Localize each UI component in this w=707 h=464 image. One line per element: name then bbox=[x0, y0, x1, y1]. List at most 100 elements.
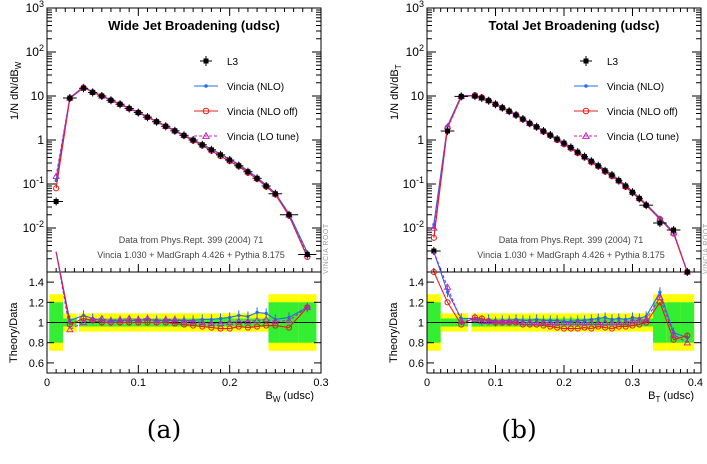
ratio-point bbox=[458, 321, 465, 328]
data-point bbox=[547, 132, 553, 138]
ratio-point bbox=[430, 268, 437, 276]
chart-title: Total Jet Broadening (udsc) bbox=[489, 18, 660, 33]
data-point bbox=[458, 93, 464, 99]
ratio-point bbox=[134, 315, 143, 323]
data-point bbox=[623, 183, 629, 189]
data-points bbox=[427, 92, 695, 276]
data-point bbox=[636, 195, 642, 201]
data-point bbox=[135, 110, 141, 116]
x-tick-label: 0.3 bbox=[313, 377, 328, 389]
ratio-point bbox=[190, 322, 197, 329]
legend-marker bbox=[582, 107, 590, 115]
caption-a: (a) bbox=[146, 415, 182, 444]
note-line: Vincia 1.030 + MadGraph 4.426 + Pythia 8… bbox=[97, 250, 284, 260]
series-point bbox=[52, 172, 60, 179]
ratio-point bbox=[539, 318, 548, 326]
ratio-point bbox=[683, 338, 692, 346]
ratio-point bbox=[189, 317, 197, 325]
ratio-tick-label: 1.4 bbox=[409, 277, 424, 289]
ratio-point bbox=[573, 318, 582, 326]
y-tick-label: 10 bbox=[411, 89, 425, 103]
ratio-point bbox=[126, 319, 133, 326]
data-point bbox=[163, 123, 169, 129]
x-tick-label: 0.2 bbox=[556, 377, 571, 389]
x-axis-title: BT (udsc) bbox=[648, 390, 694, 404]
ratio-point bbox=[180, 316, 188, 324]
ratio-point bbox=[684, 332, 691, 339]
ratio-tick-label: 0.8 bbox=[29, 338, 44, 350]
side-watermark: VINCIA ROOT bbox=[703, 223, 707, 274]
ratio-tick-label: 1 bbox=[418, 318, 424, 330]
ratio-point bbox=[303, 303, 312, 310]
ratio-point bbox=[107, 316, 115, 324]
data-point bbox=[108, 97, 114, 103]
y-tick-label: 10-1 bbox=[403, 175, 424, 191]
data-points bbox=[49, 84, 317, 259]
note-line: Data from Phys.Rept. 399 (2004) 71 bbox=[119, 235, 264, 245]
x-tick-label: 0.3 bbox=[625, 377, 640, 389]
y-tick-label: 103 bbox=[26, 0, 44, 15]
series-line bbox=[433, 95, 688, 273]
ratio-point bbox=[608, 325, 616, 332]
y-tick-label: 10-2 bbox=[23, 219, 44, 235]
ratio-point bbox=[98, 314, 106, 322]
data-point bbox=[534, 124, 540, 130]
data-point bbox=[527, 120, 533, 126]
ratio-point bbox=[560, 318, 568, 326]
ratio-point bbox=[628, 316, 637, 324]
ratio-point bbox=[225, 318, 234, 326]
legend-marker bbox=[203, 58, 209, 64]
y-tick-label: 102 bbox=[406, 43, 424, 59]
legend: L3 Vincia (NLO) Vincia (NLO off) Vincia (LO… bbox=[194, 56, 299, 143]
data-point bbox=[684, 269, 690, 275]
y-axis-title: 1/N dN/dBT bbox=[389, 64, 403, 120]
ratio-tick-label: 1 bbox=[38, 318, 44, 330]
data-point bbox=[630, 189, 635, 195]
y-tick-label: 10-1 bbox=[23, 175, 44, 191]
data-point bbox=[671, 227, 677, 233]
ratio-point bbox=[199, 323, 206, 330]
ratio-tick-label: 0.6 bbox=[409, 358, 424, 370]
ratio-point bbox=[253, 323, 261, 330]
data-point bbox=[117, 101, 123, 107]
ratio-point bbox=[285, 324, 293, 331]
data-point bbox=[286, 212, 292, 218]
note-line: Vincia 1.030 + MadGraph 4.426 + Pythia 8… bbox=[477, 250, 664, 260]
data-point bbox=[472, 93, 478, 99]
data-point bbox=[254, 175, 260, 181]
y-axis-title: 1/N dN/dBW bbox=[9, 61, 23, 120]
y-axis-ticks: 10-2 10-1 1 10 102 103 bbox=[403, 0, 701, 273]
data-point bbox=[493, 101, 498, 107]
legend-marker bbox=[581, 131, 591, 139]
data-point bbox=[582, 154, 588, 160]
data-point bbox=[99, 93, 105, 99]
data-point bbox=[561, 140, 567, 146]
ratio-point bbox=[198, 318, 207, 326]
legend-label: L3 bbox=[607, 57, 619, 68]
ratio-point bbox=[471, 315, 479, 323]
ratio-line bbox=[55, 251, 308, 331]
ratio-point bbox=[471, 314, 479, 321]
ratio-point bbox=[180, 321, 188, 328]
data-point bbox=[554, 136, 560, 142]
x-tick-label: 0 bbox=[44, 377, 50, 389]
data-point bbox=[227, 157, 233, 163]
y-tick-label: 103 bbox=[406, 0, 424, 15]
data-point bbox=[126, 105, 132, 111]
ratio-point bbox=[547, 323, 554, 330]
ratio-point bbox=[595, 323, 602, 330]
ratio-point bbox=[235, 317, 243, 325]
ratio-point bbox=[144, 319, 151, 326]
legend-marker bbox=[202, 107, 210, 115]
ratio-tick-label: 0.6 bbox=[29, 358, 44, 370]
ratio-point bbox=[519, 318, 527, 326]
data-point bbox=[616, 178, 622, 184]
ratio-point bbox=[656, 293, 664, 300]
data-point bbox=[190, 137, 196, 143]
ratio-point bbox=[491, 317, 500, 325]
legend-marker bbox=[201, 131, 211, 139]
data-point bbox=[499, 105, 505, 111]
series-line bbox=[433, 94, 688, 273]
ratio-point bbox=[567, 318, 575, 326]
legend-label: Vincia (NLO) bbox=[607, 82, 664, 93]
